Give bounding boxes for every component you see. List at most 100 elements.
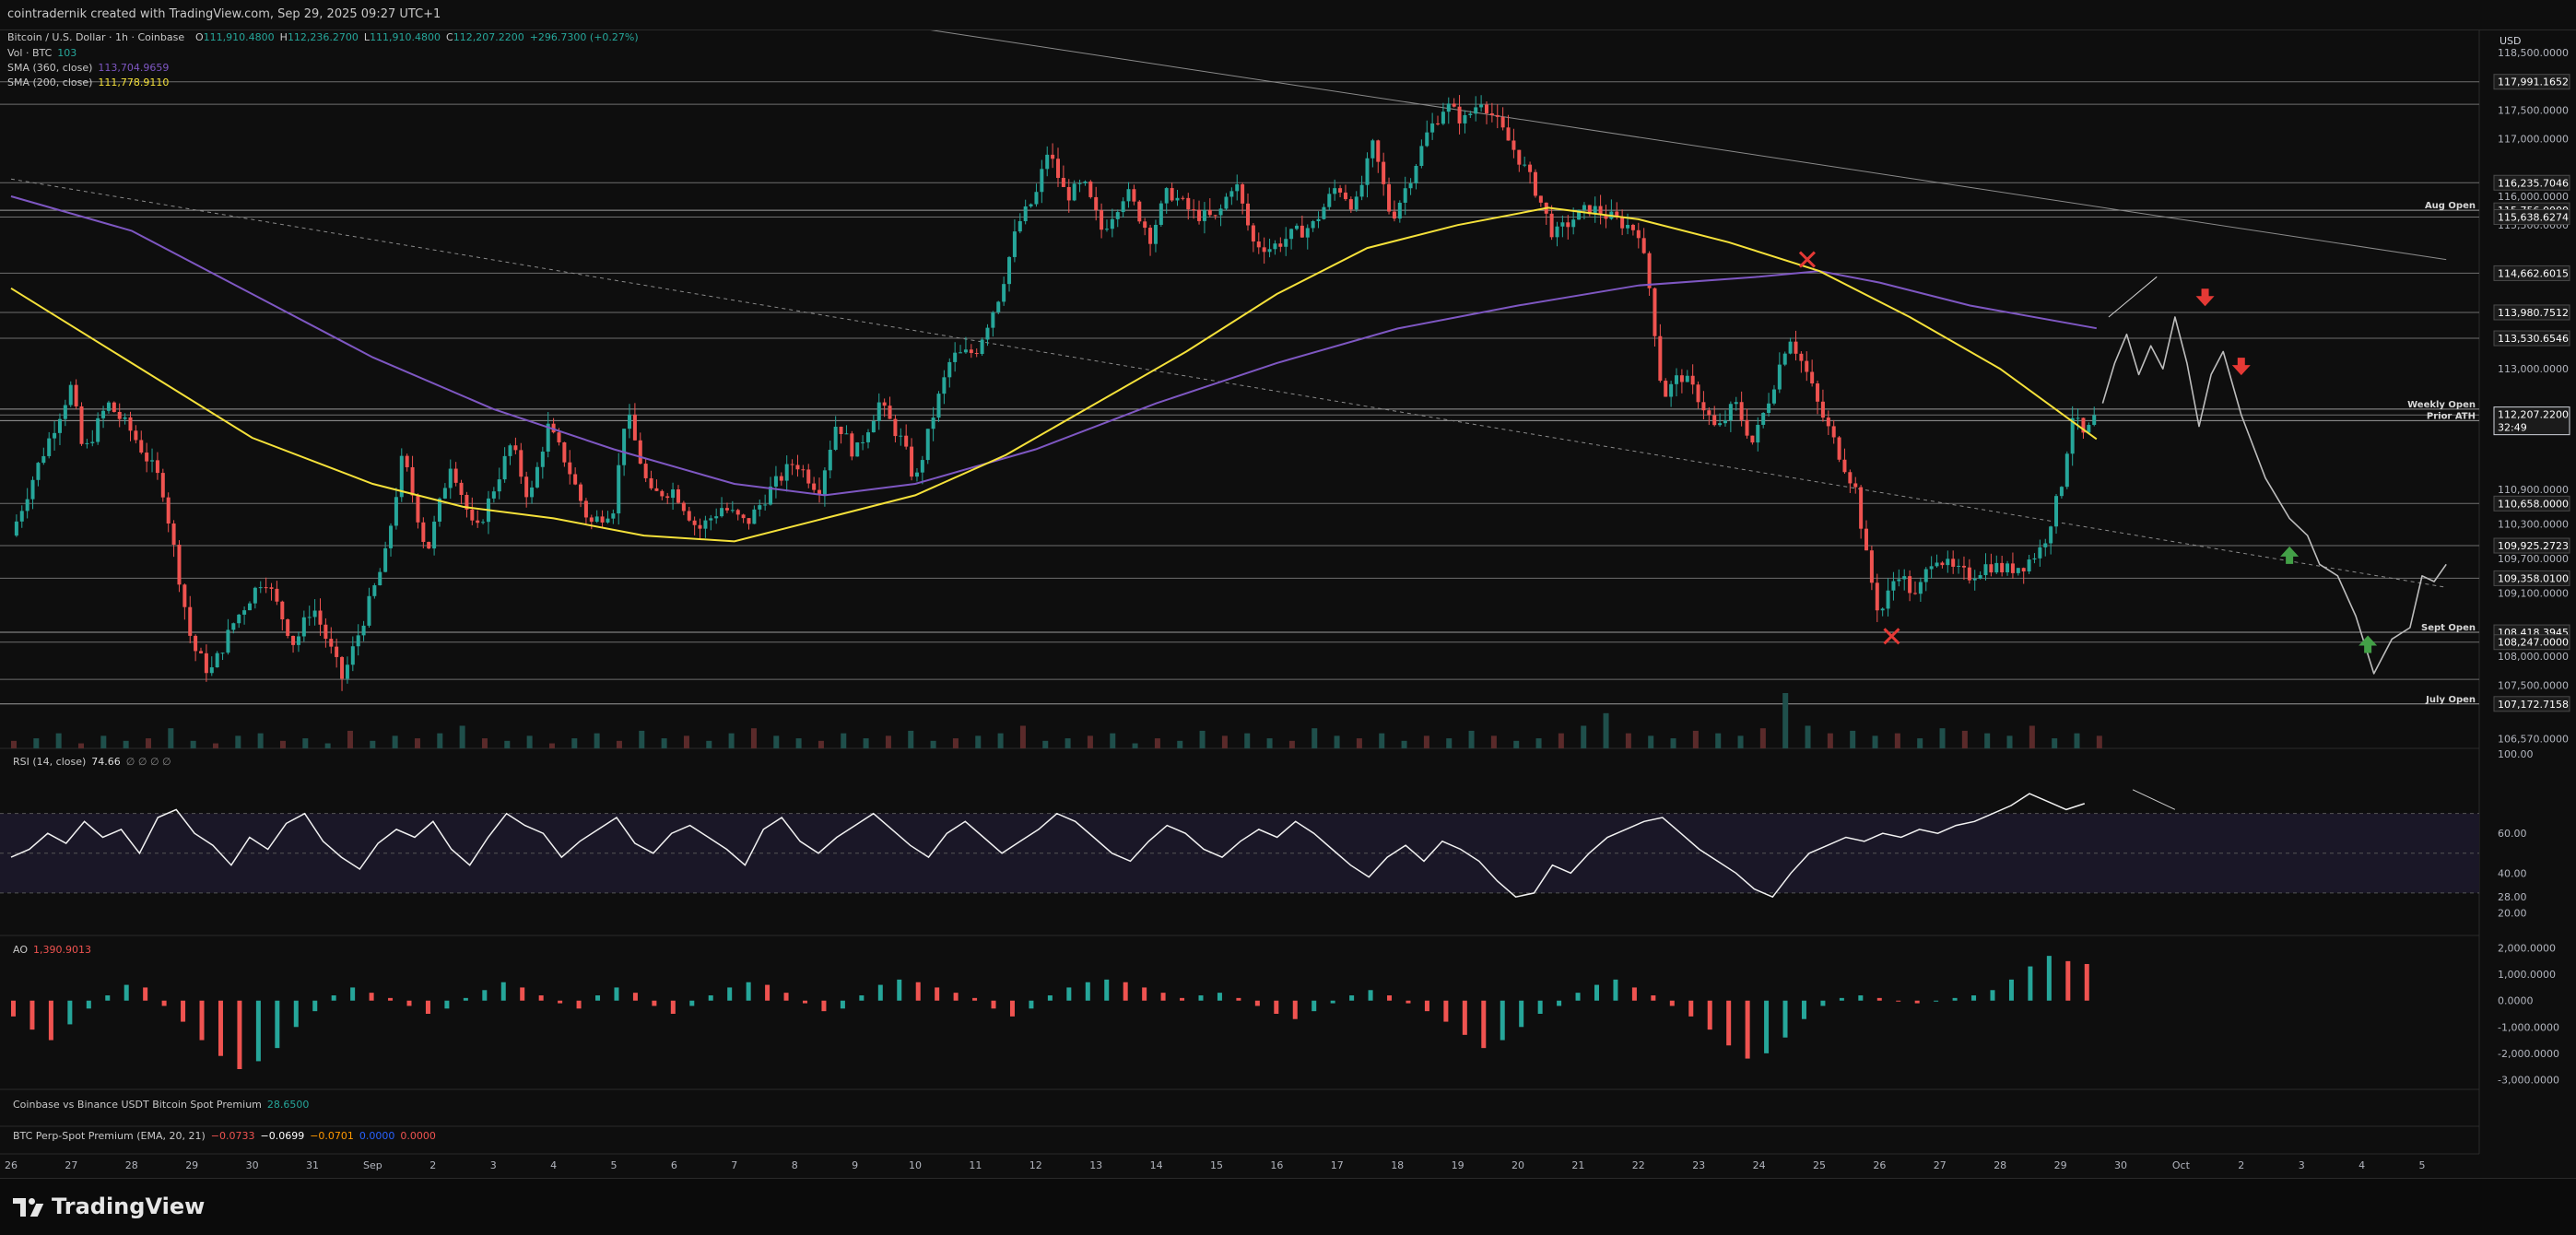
svg-text:RSI (14, close)74.66∅ ∅ ∅ ∅: RSI (14, close) 74.66 ∅ ∅ ∅ ∅	[13, 756, 171, 768]
time-tick: 13	[1089, 1159, 1102, 1171]
candle-body	[1207, 209, 1212, 216]
volume-bar	[1715, 733, 1722, 748]
volume-bar	[414, 738, 420, 748]
volume-bar	[952, 738, 959, 748]
candle-body	[698, 524, 702, 529]
candle-body	[540, 452, 545, 467]
candle-body	[801, 469, 806, 471]
ao-bar	[991, 1000, 996, 1009]
time-tick: 12	[1029, 1159, 1042, 1171]
candle-body	[2081, 418, 2086, 433]
time-axis[interactable]: 26 27 28 29 30 31 Sep 2 3 4 5 6 7 8 9 10 11 12 13 14 15 16 17 1…	[5, 1159, 2426, 1171]
candle-body	[2054, 496, 2059, 527]
candle-body	[1241, 184, 1245, 204]
candle-body	[1126, 189, 1131, 202]
candle-body	[1853, 483, 1858, 488]
candle-body	[1799, 353, 1804, 361]
price-box-label: 109,925.2723	[2498, 540, 2569, 552]
ao-bar	[520, 987, 525, 1001]
candle-body	[1756, 424, 1760, 443]
ao-bar	[727, 987, 733, 1001]
candle-body	[1750, 435, 1755, 443]
candle-body	[416, 495, 420, 523]
candle-body	[14, 521, 18, 536]
candle-body	[1403, 188, 1407, 203]
candle-body	[1886, 590, 1890, 609]
candle-body	[1880, 608, 1885, 611]
volume-bar	[1961, 730, 1968, 748]
candle-body	[594, 516, 599, 523]
tradingview-logo[interactable]: TradingView	[13, 1194, 205, 1219]
ao-bar	[1198, 995, 1204, 1001]
ao-bar	[1820, 1000, 1826, 1006]
ao-bar	[350, 987, 356, 1001]
price-box-label: 113,980.7512	[2498, 307, 2569, 319]
candle-body	[291, 635, 296, 645]
price-tick: 109,700.0000	[2498, 553, 2569, 565]
ao-bar	[1312, 1000, 1317, 1012]
candle-body	[155, 460, 159, 474]
candle-body	[1875, 582, 1879, 611]
candle-body	[335, 646, 339, 657]
ao-bar	[765, 984, 770, 1001]
ao-bar	[105, 995, 111, 1001]
candle-body	[1587, 205, 1592, 215]
candle-body	[947, 361, 952, 378]
candle-body	[312, 610, 317, 618]
level-label: July Open	[2425, 695, 2476, 705]
candle-body	[812, 483, 817, 490]
candle-body	[361, 625, 366, 636]
volume-bar	[930, 740, 936, 748]
svg-text:AO1,390.9013: AO 1,390.9013	[13, 944, 91, 956]
ao-bar	[1443, 1000, 1449, 1022]
candle-body	[1566, 222, 1570, 228]
price-tick: 113,000.0000	[2498, 363, 2569, 375]
candle-body	[850, 433, 854, 457]
candle-body	[1333, 188, 1337, 194]
footer: TradingView	[0, 1178, 2576, 1235]
time-tick: 3	[490, 1159, 497, 1171]
candle-body	[453, 468, 458, 483]
candle-body	[562, 441, 567, 463]
time-tick: 31	[306, 1159, 319, 1171]
candle-body	[1446, 103, 1451, 112]
ao-bar	[161, 1000, 167, 1006]
candle-body	[345, 665, 349, 679]
candle-body	[2027, 559, 2031, 572]
candle-body	[399, 455, 404, 498]
candle-body	[432, 521, 437, 549]
ao-bar	[369, 993, 374, 1001]
candle-body	[1055, 159, 1060, 179]
arrow-up-icon	[2280, 546, 2300, 564]
candle-body	[763, 504, 768, 506]
candle-body	[1040, 169, 1044, 193]
ao-bar	[86, 1000, 91, 1009]
time-tick: 20	[1511, 1159, 1524, 1171]
time-tick: 17	[1331, 1159, 1344, 1171]
ao-bar	[1557, 1000, 1562, 1006]
volume-bar	[548, 743, 555, 748]
candle-body	[1696, 384, 1700, 403]
candle-body	[1571, 219, 1576, 228]
tradingview-brand: TradingView	[52, 1194, 206, 1219]
volume-bar	[1737, 735, 1744, 748]
candle-body	[502, 455, 507, 480]
volume-bar	[123, 740, 129, 748]
candle-body	[573, 474, 578, 485]
candle-body	[1110, 218, 1114, 229]
candle-body	[959, 352, 963, 354]
candle-body	[833, 426, 838, 450]
candle-body	[1029, 204, 1033, 206]
ao-bar	[500, 982, 506, 1001]
volume-bar	[706, 740, 712, 748]
ao-bar	[1575, 993, 1581, 1001]
price-tick: 110,300.0000	[2498, 519, 2569, 531]
candle-body	[1538, 195, 1543, 203]
time-tick: 30	[2114, 1159, 2127, 1171]
candle-body	[519, 450, 523, 477]
candle-body	[1051, 154, 1055, 159]
ohlc-change: +296.7300 (+0.27%)	[530, 31, 639, 43]
